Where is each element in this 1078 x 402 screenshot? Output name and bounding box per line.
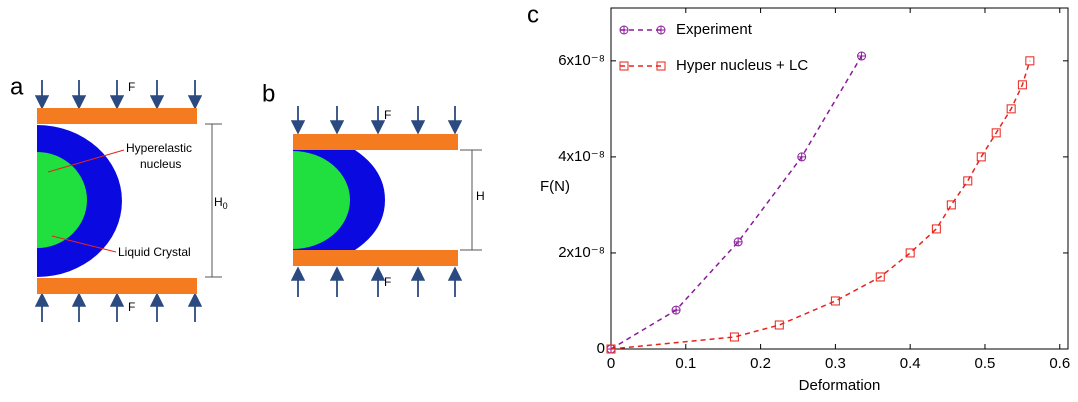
point <box>1006 104 1016 114</box>
x-tick-label: 0.2 <box>750 355 771 372</box>
legend-marker <box>619 61 629 71</box>
point <box>830 296 840 306</box>
point <box>774 320 784 330</box>
point <box>729 332 739 342</box>
force-label: F <box>384 275 391 289</box>
y-tick-label: 0 <box>597 340 605 357</box>
dimension-line <box>460 149 482 251</box>
point <box>733 237 743 247</box>
legend-label: Hyper nucleus + LC <box>676 57 808 74</box>
annotation: Liquid Crystal <box>118 245 191 259</box>
point-cross <box>797 152 806 161</box>
y-tick-label: 2x10⁻⁸ <box>558 244 605 261</box>
y-axis-label: F(N) <box>540 178 570 195</box>
force-label: F <box>384 108 391 122</box>
panel-label: a <box>10 73 24 100</box>
y-tick-label: 4x10⁻⁸ <box>558 148 605 165</box>
point <box>1017 80 1027 90</box>
point <box>931 224 941 234</box>
plate <box>37 278 197 294</box>
point <box>991 128 1001 138</box>
x-tick-label: 0.4 <box>900 355 921 372</box>
force-arrows <box>290 106 463 297</box>
point <box>671 305 681 315</box>
force-arrows <box>34 80 203 322</box>
legend-marker <box>656 61 666 71</box>
point-cross <box>672 306 681 315</box>
panel-label: c <box>527 1 539 28</box>
legend-label: Experiment <box>676 21 753 38</box>
annotation: Hyperelastic <box>126 141 192 155</box>
point-cross <box>734 237 743 246</box>
height-label: H <box>476 189 485 203</box>
nucleus <box>37 152 87 248</box>
point-cross <box>657 26 665 34</box>
point <box>797 152 807 162</box>
point <box>606 344 616 354</box>
x-tick-label: 0 <box>607 355 615 372</box>
x-tick-label: 0.6 <box>1049 355 1070 372</box>
panel-label: b <box>262 80 275 107</box>
legend-marker <box>619 25 629 35</box>
plate <box>293 134 458 150</box>
plate <box>293 250 458 266</box>
point-cross <box>857 52 866 61</box>
force-label: F <box>128 300 135 314</box>
point <box>1025 56 1035 66</box>
annotation: nucleus <box>140 157 181 171</box>
x-tick-label: 0.3 <box>825 355 846 372</box>
series-line <box>610 60 1031 350</box>
y-tick-label: 6x10⁻⁸ <box>558 52 605 69</box>
pointer <box>47 149 125 173</box>
point <box>976 152 986 162</box>
plate <box>37 108 197 124</box>
height-label: H0 <box>214 195 228 211</box>
point <box>963 176 973 186</box>
x-tick-label: 0.5 <box>975 355 996 372</box>
pointer <box>51 235 117 253</box>
point-cross <box>620 26 628 34</box>
point <box>905 248 915 258</box>
legend-marker <box>656 25 666 35</box>
nucleus <box>293 151 350 249</box>
point <box>857 51 867 61</box>
point <box>946 200 956 210</box>
x-axis-label: Deformation <box>799 377 881 394</box>
height-subscript: 0 <box>223 201 228 211</box>
x-tick-label: 0.1 <box>675 355 696 372</box>
height-symbol: H <box>214 195 223 209</box>
plot-frame <box>610 7 1069 350</box>
dimension-line <box>205 123 222 278</box>
point <box>875 272 885 282</box>
force-label: F <box>128 80 135 94</box>
